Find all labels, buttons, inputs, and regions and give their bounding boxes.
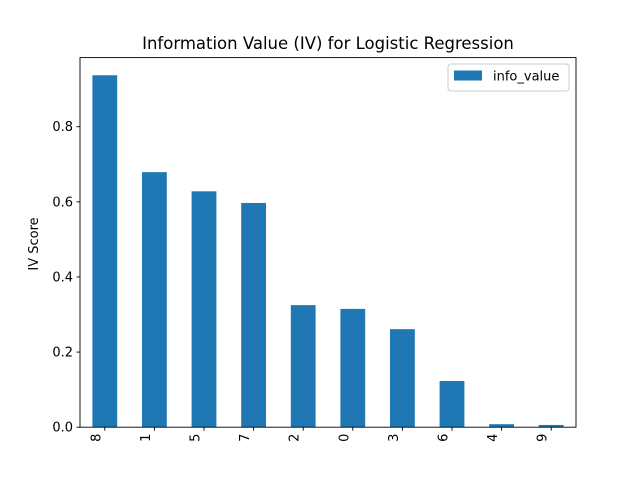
x-tick-label: 1 (139, 434, 154, 442)
x-tick-label: 8 (89, 434, 104, 442)
x-axis-ticks: 8 1 5 7 2 0 3 6 4 9 (89, 427, 552, 442)
y-tick-label: 0.2 (52, 346, 73, 361)
x-tick-label: 5 (189, 434, 204, 442)
x-tick-label: 7 (238, 434, 253, 442)
legend-label: info_value (493, 70, 559, 85)
y-tick-label: 0.6 (52, 195, 73, 210)
bar-2 (290, 305, 316, 428)
y-axis-ticks: 0.0 0.2 0.4 0.6 0.8 (52, 120, 80, 436)
bar-4 (489, 424, 514, 428)
bar-5 (191, 191, 217, 428)
bar-0 (340, 308, 366, 428)
x-tick-label: 4 (486, 434, 501, 442)
chart-title: Information Value (IV) for Logistic Regr… (142, 34, 514, 53)
x-tick-label: 6 (437, 434, 452, 442)
bar-9 (538, 424, 564, 428)
bar-8 (92, 75, 118, 428)
plot-frame (79, 57, 577, 428)
y-tick-label: 0.8 (52, 120, 73, 135)
legend[interactable]: info_value (447, 63, 570, 92)
legend-swatch (454, 70, 482, 81)
y-tick-label: 0.4 (52, 270, 73, 285)
x-tick-label: 3 (387, 434, 402, 442)
y-tick-label: 0.0 (52, 421, 73, 436)
bar-7 (241, 202, 266, 428)
bars-group (92, 75, 564, 428)
x-tick-label: 2 (288, 434, 303, 442)
x-tick-label: 0 (337, 434, 352, 442)
y-axis-label: IV Score (27, 217, 42, 270)
bar-6 (439, 381, 465, 428)
x-tick-label: 9 (536, 434, 551, 442)
bar-3 (390, 329, 415, 428)
bar-1 (142, 172, 167, 428)
